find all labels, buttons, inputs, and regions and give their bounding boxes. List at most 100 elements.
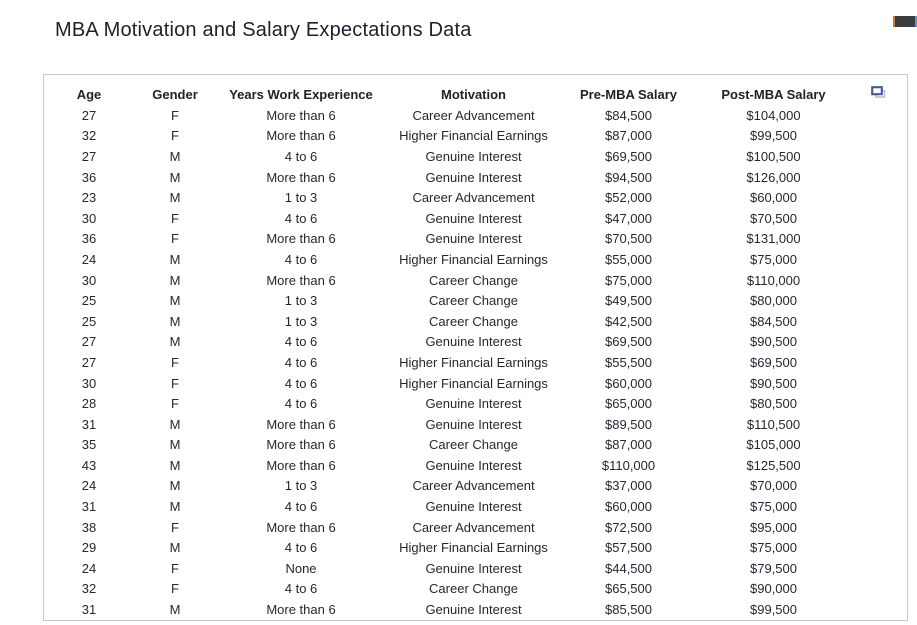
table-row: 25 M 1 to 3 Career Change $42,500 $84,500 [44,311,907,332]
cell-pre-mba-salary: $57,500 [605,540,652,556]
cell-motivation: Genuine Interest [425,231,522,247]
cell-pre-mba-salary: $52,000 [605,190,652,206]
cell-pre-mba-salary: $44,500 [605,560,652,576]
table-row: 43 M More than 6 Genuine Interest $110,000 $1… [44,455,907,476]
cell-gender: F [171,396,179,412]
cell-spacer [851,105,907,126]
table-row: 31 M More than 6 Genuine Interest $89,500 $11… [44,414,907,435]
table-row: 24 M 1 to 3 Career Advancement $37,000 $70,00… [44,476,907,497]
cell-gender: F [171,519,179,535]
cell-age: 23 [81,190,97,206]
cell-spacer [851,435,907,456]
cell-age: 27 [81,148,97,164]
cell-motivation: Career Change [429,293,518,309]
cell-experience: 4 to 6 [284,210,318,226]
column-header-motivation: Motivation [441,86,506,102]
cell-experience: 4 to 6 [284,334,318,350]
cell-gender: F [171,107,179,123]
cell-spacer [851,599,907,620]
cell-motivation: Career Change [429,313,518,329]
cell-experience: More than 6 [266,231,336,247]
cell-experience: More than 6 [266,272,336,288]
cell-experience: 4 to 6 [284,148,318,164]
cell-experience: 4 to 6 [284,396,318,412]
cell-gender: M [169,293,181,309]
fullscreen-button[interactable] [871,86,887,99]
cell-motivation: Career Advancement [412,478,535,494]
cell-experience: 4 to 6 [284,540,318,556]
cell-motivation: Genuine Interest [425,560,522,576]
cell-gender: M [169,457,181,473]
cell-pre-mba-salary: $60,000 [605,375,652,391]
cell-motivation: Career Change [429,581,518,597]
cell-age: 38 [81,519,97,535]
cell-pre-mba-salary: $87,000 [605,128,652,144]
cell-experience: None [285,560,317,576]
cell-gender: M [169,272,181,288]
cell-pre-mba-salary: $49,500 [605,293,652,309]
browser-widget [893,16,917,27]
cell-age: 28 [81,396,97,412]
cell-spacer [851,332,907,353]
cell-experience: 1 to 3 [284,313,318,329]
table-row: 29 M 4 to 6 Higher Financial Earnings $57,50… [44,537,907,558]
cell-spacer [851,455,907,476]
cell-post-mba-salary: $80,500 [750,396,797,412]
cell-spacer [851,517,907,538]
cell-pre-mba-salary: $65,500 [605,581,652,597]
cell-post-mba-salary: $99,500 [750,128,797,144]
table-header: Age Gender Years Work Experience Motivat… [44,83,907,105]
column-header-pre-mba-salary: Pre-MBA Salary [579,86,678,102]
cell-post-mba-salary: $131,000 [746,231,801,247]
cell-spacer [851,187,907,208]
cell-age: 31 [81,499,97,515]
cell-pre-mba-salary: $75,000 [605,272,652,288]
cell-spacer [851,579,907,600]
cell-gender: M [169,190,181,206]
cell-motivation: Genuine Interest [425,210,522,226]
cell-gender: F [171,210,179,226]
cell-spacer [851,352,907,373]
cell-pre-mba-salary: $69,500 [605,334,652,350]
cell-pre-mba-salary: $84,500 [605,107,652,123]
cell-age: 25 [81,293,97,309]
column-header-age: Age [76,86,102,102]
cell-experience: 4 to 6 [284,251,318,267]
cell-age: 32 [81,128,97,144]
cell-pre-mba-salary: $60,000 [605,499,652,515]
column-header-experience: Years Work Experience [229,86,373,102]
cell-motivation: Genuine Interest [425,169,522,185]
cell-spacer [851,229,907,250]
cell-motivation: Career Advancement [412,190,535,206]
table-row: 27 M 4 to 6 Genuine Interest $69,500 $90,500 [44,332,907,353]
cell-gender: F [171,354,179,370]
cell-post-mba-salary: $80,000 [750,293,797,309]
cell-motivation: Higher Financial Earnings [399,354,548,370]
cell-experience: More than 6 [266,416,336,432]
cell-gender: M [169,437,181,453]
data-table: Age Gender Years Work Experience Motivat… [44,83,907,620]
cell-age: 31 [81,416,97,432]
cell-gender: M [169,416,181,432]
table-row: 31 M 4 to 6 Genuine Interest $60,000 $75,000 [44,496,907,517]
cell-spacer [851,558,907,579]
cell-post-mba-salary: $75,000 [750,540,797,556]
cell-age: 30 [81,210,97,226]
cell-pre-mba-salary: $72,500 [605,519,652,535]
cell-experience: More than 6 [266,107,336,123]
cell-experience: 4 to 6 [284,499,318,515]
table-row: 36 M More than 6 Genuine Interest $94,500 $12… [44,167,907,188]
cell-experience: More than 6 [266,437,336,453]
cell-gender: M [169,499,181,515]
table-row: 30 F 4 to 6 Genuine Interest $47,000 $70,500 [44,208,907,229]
cell-spacer [851,311,907,332]
cell-post-mba-salary: $84,500 [750,313,797,329]
cell-spacer [851,373,907,394]
cell-spacer [851,126,907,147]
table-row: 35 M More than 6 Career Change $87,000 $105,0… [44,435,907,456]
cell-pre-mba-salary: $42,500 [605,313,652,329]
cell-experience: More than 6 [266,519,336,535]
cell-post-mba-salary: $75,000 [750,251,797,267]
table-row: 31 M More than 6 Genuine Interest $85,500 $99… [44,599,907,620]
cell-pre-mba-salary: $55,000 [605,251,652,267]
